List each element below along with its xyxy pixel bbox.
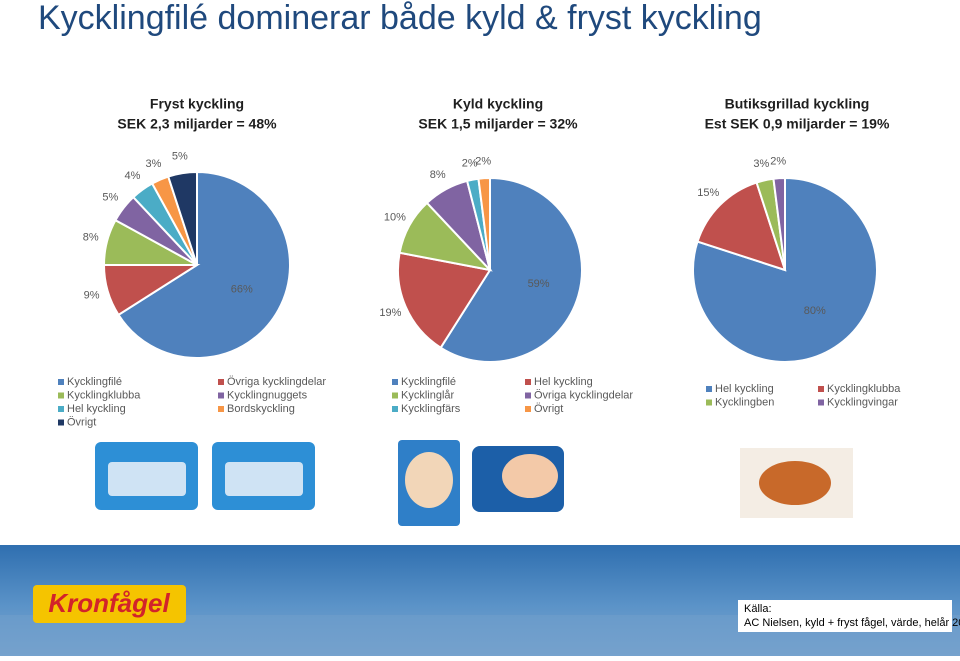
legend-swatch [218, 392, 224, 399]
legend-swatch [58, 392, 64, 399]
data-label: 8% [430, 169, 446, 181]
product-images [95, 440, 853, 526]
legend-swatch [818, 386, 824, 392]
data-label: 80% [804, 305, 826, 317]
data-label: 2% [475, 156, 491, 168]
chart-subtitle: SEK 1,5 miljarder = 32% [418, 116, 578, 132]
legend-entry: Kycklingnuggets [227, 389, 308, 401]
legend-entry: Kycklingklubba [67, 389, 141, 401]
legend-entry: Hel kyckling [715, 383, 774, 395]
chart-subtitle: Est SEK 0,9 miljarder = 19% [705, 116, 890, 132]
legend-swatch [706, 386, 712, 392]
data-label: 5% [172, 151, 188, 163]
pie-slice [477, 176, 491, 271]
source-box [738, 600, 952, 632]
legend-entry: Övrigt [67, 416, 96, 428]
data-label: 9% [84, 290, 100, 302]
legend-swatch [525, 392, 531, 399]
legend-swatch [58, 419, 64, 426]
legend-entry: Kycklingfilé [401, 376, 456, 388]
slide-title: Kycklingfilé dominerar både kyld & fryst… [38, 0, 762, 37]
legend-entry: Kycklingfilé [67, 376, 122, 388]
data-label: 3% [145, 158, 161, 170]
legend-entry: Kycklingben [715, 396, 774, 408]
legend-entry: Hel kyckling [67, 403, 126, 415]
legend-swatch [392, 379, 398, 385]
source-label: Källa: [744, 603, 772, 615]
legend-swatch [58, 379, 64, 385]
pie-slice [167, 170, 198, 266]
data-label: 2% [462, 157, 478, 169]
legend-swatch [392, 392, 398, 399]
legend-swatch [525, 406, 531, 412]
legend-entry: Övriga kycklingdelar [227, 376, 326, 388]
legend-swatch [525, 379, 531, 385]
data-label: 59% [528, 278, 550, 290]
legend-entry: Kycklingfärs [401, 403, 461, 415]
data-label: 3% [753, 158, 769, 170]
data-label: 10% [384, 212, 406, 224]
pie-slice [439, 176, 583, 363]
legend-entry: Övrigt [534, 403, 563, 415]
logo-box [33, 585, 186, 623]
chart-title: Fryst kyckling [150, 96, 244, 112]
pie-slice [397, 251, 492, 350]
data-label: 4% [125, 170, 141, 182]
legend-entry: Bordskyckling [227, 403, 295, 415]
source-text: AC Nielsen, kyld + fryst fågel, värde, h… [744, 617, 960, 629]
data-label: 66% [231, 284, 253, 296]
legend-swatch [818, 399, 824, 406]
data-label: 8% [83, 232, 99, 244]
data-label: 2% [770, 156, 786, 168]
legend-entry: Kycklingklubba [827, 383, 901, 395]
chart-title: Kyld kyckling [453, 96, 543, 112]
data-label: 5% [102, 192, 118, 204]
legend-entry: Hel kyckling [534, 376, 593, 388]
legend-swatch [392, 406, 398, 412]
pie-slice [772, 176, 786, 271]
legend-entry: Kycklingvingar [827, 396, 898, 408]
chart-subtitle: SEK 2,3 miljarder = 48% [117, 116, 277, 132]
legend-entry: Övriga kycklingdelar [534, 389, 633, 401]
legend-swatch [706, 399, 712, 406]
legend-swatch [58, 406, 64, 412]
logo: Kronfågel [48, 588, 170, 618]
data-label: 19% [379, 307, 401, 319]
pie-slice [117, 170, 291, 359]
legend-swatch [218, 379, 224, 385]
data-label: 15% [697, 187, 719, 199]
legend-swatch [218, 406, 224, 412]
legend-entry: Kycklinglår [401, 389, 455, 401]
chart-title: Butiksgrillad kyckling [725, 96, 870, 112]
